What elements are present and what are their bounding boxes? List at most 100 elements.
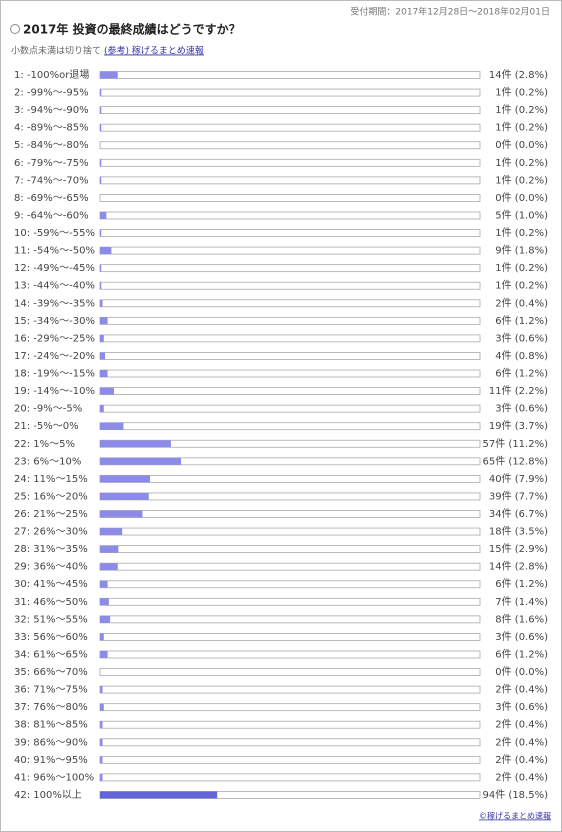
bar <box>100 615 111 623</box>
category-label: 17: -24%～-20% <box>14 351 95 362</box>
category-label: 26: 21%～25% <box>14 509 88 520</box>
bar <box>100 334 104 342</box>
value-label: 0件 (0.0%) <box>495 192 548 204</box>
bar-track <box>99 685 481 694</box>
bar-track <box>99 615 481 624</box>
bar-track <box>99 316 481 325</box>
value-label: 15件 (2.9%) <box>489 543 548 555</box>
value-label: 3件 (0.6%) <box>495 631 548 643</box>
bar <box>100 510 143 518</box>
value-label: 6件 (1.2%) <box>495 648 548 660</box>
bar <box>100 352 106 360</box>
category-label: 36: 71%～75% <box>14 685 88 696</box>
bar-track <box>99 422 481 431</box>
value-label: 9件 (1.8%) <box>495 245 548 257</box>
bar <box>100 686 103 694</box>
value-label: 2件 (0.4%) <box>495 771 548 783</box>
footer-link[interactable]: ©稼げるまとめ速報 <box>479 811 551 821</box>
reference-link[interactable]: (参考) 稼げるまとめ速報 <box>104 45 204 57</box>
bar <box>100 247 112 255</box>
category-label: 41: 96%～100% <box>14 772 94 783</box>
category-label: 18: -19%～-15% <box>14 369 95 380</box>
bar <box>100 545 119 553</box>
category-label: 22: 1%～5% <box>14 439 75 450</box>
category-label: 20: -9%～-5% <box>14 404 82 415</box>
bar-track <box>99 229 481 237</box>
bar <box>100 650 108 658</box>
value-label: 6件 (1.2%) <box>495 368 548 380</box>
category-label: 16: -29%～-25% <box>14 333 95 344</box>
bar-track <box>99 404 481 413</box>
bar <box>100 71 118 79</box>
bar-track <box>99 88 481 97</box>
period: 受付期間：2017年12月28日～2018年02月01日 <box>350 6 550 18</box>
bar-track <box>99 211 481 220</box>
value-label: 1件 (0.2%) <box>495 262 548 274</box>
bar <box>100 773 103 781</box>
category-label: 39: 86%～90% <box>14 737 88 748</box>
bar-track <box>99 123 481 132</box>
value-label: 1件 (0.2%) <box>495 104 548 116</box>
bar-track <box>99 755 481 764</box>
category-label: 35: 66%～70% <box>14 667 88 678</box>
bar <box>100 528 123 536</box>
category-label: 34: 61%～65% <box>14 649 88 660</box>
category-label: 30: 41%～45% <box>14 579 88 590</box>
value-label: 3件 (0.6%) <box>495 403 548 415</box>
category-label: 7: -74%～-70% <box>14 175 89 186</box>
value-label: 7件 (1.4%) <box>495 596 548 608</box>
category-label: 23: 6%～10% <box>14 456 81 467</box>
category-label: 10: -59%～-55% <box>14 228 95 239</box>
bar-track <box>99 106 481 115</box>
value-label: 11件 (2.2%) <box>489 385 548 397</box>
value-label: 2件 (0.4%) <box>495 754 548 766</box>
bar <box>100 738 103 746</box>
category-label: 3: -94%～-90% <box>14 105 89 116</box>
bar-track <box>99 264 481 273</box>
bar-track <box>99 633 481 641</box>
value-label: 0件 (0.0%) <box>495 666 548 678</box>
bar-track <box>99 299 481 308</box>
bar-track <box>99 281 481 290</box>
bar <box>100 89 102 97</box>
bar-track <box>99 510 481 518</box>
icon <box>10 24 20 34</box>
bar-track <box>99 141 481 150</box>
value-label: 34件 (6.7%) <box>489 508 548 520</box>
category-label: 40: 91%～95% <box>14 755 88 766</box>
value-label: 1件 (0.2%) <box>495 227 548 239</box>
category-label: 8: -69%～-65% <box>14 193 89 204</box>
value-label: 5件 (1.0%) <box>495 209 548 221</box>
bar <box>100 721 103 729</box>
bar <box>100 387 114 395</box>
category-label: 29: 36%～40% <box>14 562 88 573</box>
category-label: 32: 51%～55% <box>14 614 88 625</box>
value-label: 14件 (2.8%) <box>489 561 548 573</box>
category-label: 1: -100%or退場 <box>14 68 89 81</box>
bar-track <box>99 720 481 729</box>
title: 2017年 投資の最終成績はどうですか？ <box>23 22 241 37</box>
bar <box>100 264 102 272</box>
bar <box>100 159 102 167</box>
value-label: 3件 (0.6%) <box>495 701 548 713</box>
subtitle: 小数点未満は切り捨て <box>11 45 101 57</box>
bar-track <box>99 334 481 343</box>
bar-track <box>99 194 481 202</box>
bar <box>100 229 102 237</box>
bar-track <box>99 545 481 554</box>
value-label: 40件 (7.9%) <box>489 473 548 485</box>
category-label: 21: -5%～0% <box>14 421 79 432</box>
value-label: 1件 (0.2%) <box>495 280 548 292</box>
value-label: 18件 (3.5%) <box>489 526 548 538</box>
value-label: 0件 (0.0%) <box>495 139 548 151</box>
bar-track <box>99 527 481 536</box>
bar <box>100 580 108 588</box>
bar <box>100 211 107 219</box>
bar <box>100 633 104 641</box>
value-label: 57件 (11.2%) <box>483 438 549 450</box>
bar-track <box>99 597 481 606</box>
category-label: 31: 46%～50% <box>14 597 88 608</box>
category-label: 37: 76%～80% <box>14 702 88 713</box>
bar <box>100 176 102 184</box>
category-label: 13: -44%～-40% <box>14 281 95 292</box>
